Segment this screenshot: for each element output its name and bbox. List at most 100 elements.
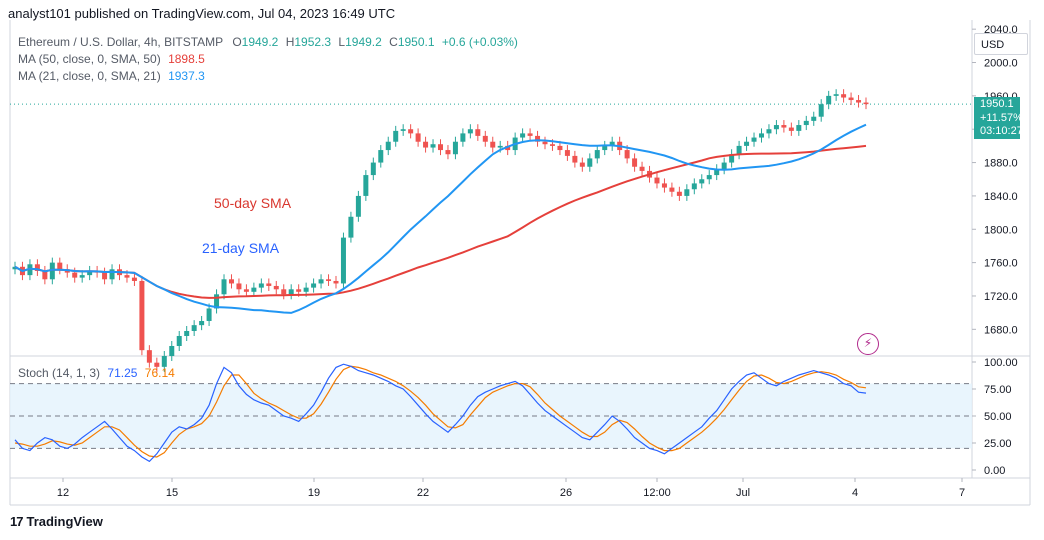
price-tick-label: 1800.0 [984,224,1018,236]
time-tick-label: 15 [166,487,178,499]
candle-body [378,150,384,163]
candle-body [826,95,832,105]
low-label: L [338,35,346,49]
candle-body [42,270,48,280]
price-tick-label: 2000.0 [984,58,1018,70]
candle-body [72,272,78,278]
candle-body [311,283,317,288]
candle-body [475,129,481,136]
stoch-legend[interactable]: Stoch (14, 1, 3) 71.25 76.14 [18,366,175,380]
change-value: +0.6 (+0.03%) [441,35,518,49]
currency-selector[interactable]: USD [974,33,1028,55]
symbol-title: Ethereum / U.S. Dollar, 4h, BITSTAMP [18,35,223,49]
candle-body [542,141,548,145]
candle-body [549,144,555,146]
time-tick-label: 7 [959,487,965,499]
candle-body [505,145,511,151]
candle-body [841,94,847,98]
candle-body [691,183,697,190]
time-tick-label: 22 [417,487,429,499]
candle-body [729,154,735,163]
candle-body [281,289,287,295]
candle-body [34,264,40,271]
candle-body [452,141,458,155]
price-tick-label: 1880.0 [984,158,1018,170]
tradingview-brand[interactable]: 17 TradingView [10,514,103,529]
candle-body [102,272,108,280]
candle-body [184,330,190,336]
candle-body [758,133,764,138]
time-axis: 12 15 19 22 26 12:00 Jul 4 7 [57,478,965,499]
ma50-label: MA (50, close, 0, SMA, 50) [18,52,161,66]
ma21-legend[interactable]: MA (21, close, 0, SMA, 21) 1937.3 [18,69,205,83]
candle-body [318,279,324,284]
candle-body [370,162,376,176]
price-axis: 1680.01720.01760.01800.01840.01880.01920… [972,24,1018,336]
candle-body [340,237,346,284]
time-tick-label: Jul [736,487,750,499]
candle-body [139,280,145,351]
candle-body [228,279,234,284]
candle-body [445,150,451,155]
candle-body [326,279,332,281]
close-label: C [389,35,398,49]
candle-body [863,102,869,105]
close-value: 1950.1 [397,35,435,49]
candle-body [266,283,272,286]
price-tick-label: 1760.0 [984,258,1018,270]
candle-body [49,262,55,280]
candle-body [684,189,690,196]
ma21-label: MA (21, close, 0, SMA, 21) [18,69,161,83]
candle-body [348,216,354,238]
ma50-legend[interactable]: MA (50, close, 0, SMA, 50) 1898.5 [18,52,205,66]
candle-body [109,269,115,280]
stoch-tick-label: 25.00 [984,438,1012,450]
candle-body [57,262,63,270]
candle-body [744,141,750,146]
candle-body [557,145,563,151]
candle-body [788,127,794,131]
stoch-label: Stoch (14, 1, 3) [18,366,101,380]
open-value: 1949.2 [241,35,279,49]
candle-body [146,350,152,363]
stoch-tick-label: 50.00 [984,411,1012,423]
candle-body [423,141,429,148]
candle-body [721,162,727,170]
candle-body [430,144,436,148]
flash-icon[interactable]: ⚡ [857,333,879,355]
candle-body [624,150,630,159]
candle-body [676,191,682,196]
candle-body [572,155,578,163]
candle-body [333,280,339,284]
candle-body [131,277,137,281]
candle-body [587,158,593,167]
high-label: H [285,35,295,49]
candle-body [176,335,182,346]
current-price: 1950.1 [980,98,1014,110]
stoch-tick-label: 100.00 [984,357,1018,369]
candle-body [415,133,421,142]
publisher-header: analyst101 published on TradingView.com,… [8,6,396,21]
symbol-legend[interactable]: Ethereum / U.S. Dollar, 4h, BITSTAMP O19… [18,35,518,49]
candle-body [736,145,742,155]
candle-body [400,129,406,131]
high-value: 1952.3 [294,35,332,49]
candle-body [124,275,130,278]
candle-body [87,270,93,276]
candle-body [856,100,862,103]
candle-body [661,183,667,188]
candle-body [408,129,414,134]
ma50-value: 1898.5 [168,52,205,66]
candle-body [535,135,541,142]
candle-body [236,283,242,290]
candle-body [848,97,854,101]
candle-body [609,141,615,146]
candle-body [796,125,802,131]
candle-body [803,120,809,126]
sma50-annotation: 50-day SMA [214,195,292,211]
candle-body [781,125,787,128]
candle-body [594,150,600,159]
candle-body [564,150,570,156]
bar-countdown: 03:10:27 [980,125,1023,137]
